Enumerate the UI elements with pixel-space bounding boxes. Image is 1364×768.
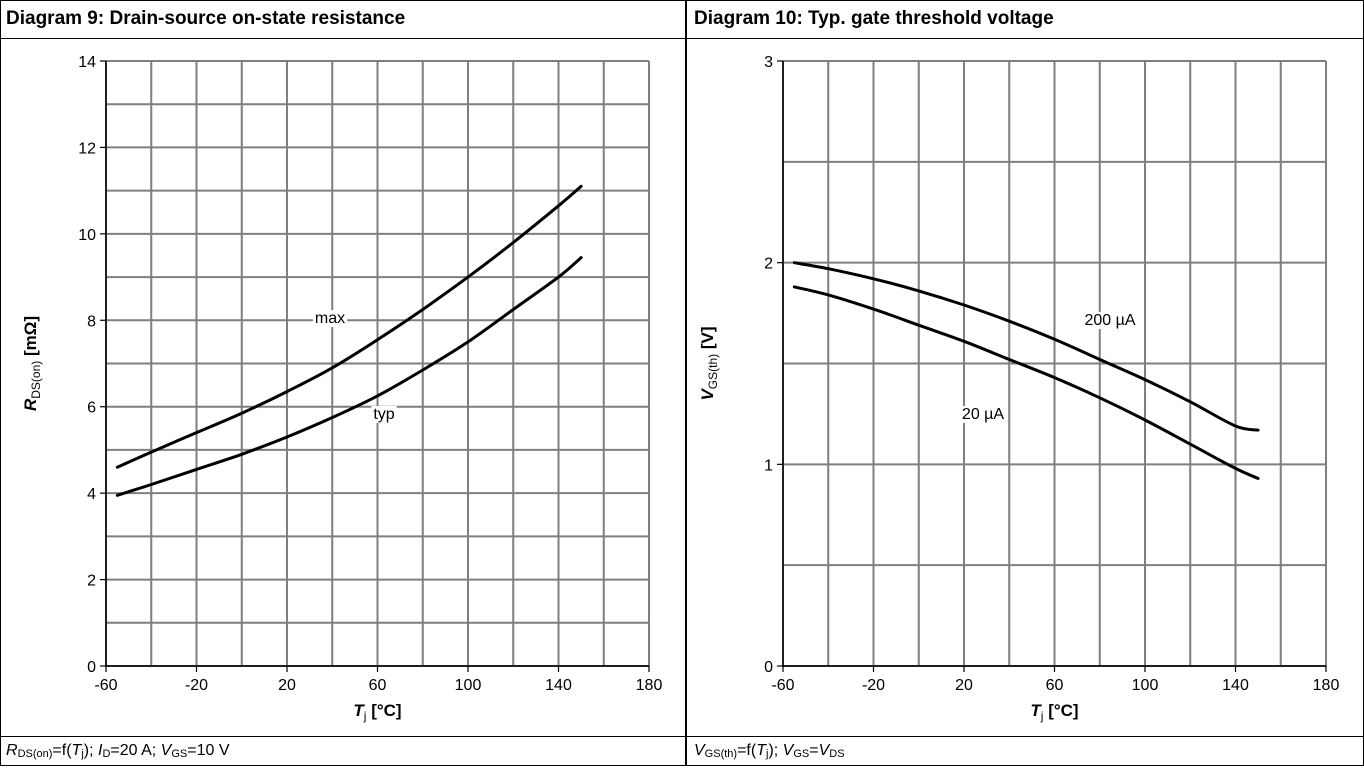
- y-tick-label: 3: [764, 54, 773, 71]
- y-axis-label: VGS(th) [V]: [698, 326, 720, 400]
- x-tick-label: 60: [369, 677, 387, 694]
- left-diagram-title: Diagram 9: Drain-source on-state resista…: [6, 8, 406, 29]
- left-diagram-caption: RDS(on)=f(Tj); ID=20 A; VGS=10 V: [6, 742, 230, 760]
- y-tick-label: 2: [764, 256, 773, 273]
- x-tick-label: 20: [955, 677, 973, 694]
- x-tick-label: 140: [1222, 677, 1249, 694]
- series-line-1: [792, 261, 1260, 432]
- y-tick-label: 0: [87, 659, 96, 676]
- x-tick-label: 100: [455, 677, 482, 694]
- y-tick-label: 14: [78, 54, 96, 71]
- x-axis-label: Tj [°C]: [1030, 701, 1078, 723]
- right-diagram-title: Diagram 10: Typ. gate threshold voltage: [694, 8, 1054, 29]
- y-tick-label: 1: [764, 457, 773, 474]
- title-rule: [0, 38, 1364, 39]
- y-axis-label: RDS(on) [mΩ]: [21, 316, 43, 411]
- panel-divider: [685, 0, 687, 766]
- y-tick-label: 6: [87, 400, 96, 417]
- series-label-bg: [1082, 312, 1138, 329]
- x-tick-label: -60: [94, 677, 117, 694]
- y-tick-label: 0: [764, 659, 773, 676]
- x-tick-label: 100: [1132, 677, 1159, 694]
- series-label: max: [315, 310, 345, 327]
- series-label: 200 µA: [1084, 312, 1135, 329]
- x-tick-label: 180: [1313, 677, 1340, 694]
- x-tick-label: -20: [862, 677, 885, 694]
- series-label: typ: [373, 406, 394, 423]
- x-tick-label: 20: [278, 677, 296, 694]
- series-label-bg: [371, 406, 397, 423]
- x-tick-label: 180: [636, 677, 663, 694]
- x-tick-label: 60: [1046, 677, 1064, 694]
- x-axis-label: Tj [°C]: [353, 701, 401, 723]
- y-tick-label: 4: [87, 486, 96, 503]
- series-label: 20 µA: [962, 406, 1004, 423]
- series-label-bg: [312, 310, 348, 327]
- y-tick-label: 10: [78, 227, 96, 244]
- y-tick-label: 2: [87, 573, 96, 590]
- series-line-1: [115, 184, 583, 469]
- series-line-2: [792, 285, 1260, 480]
- y-tick-label: 8: [87, 313, 96, 330]
- y-tick-label: 12: [78, 140, 96, 157]
- chart-1: 0 2 4 6 8 10 12 14 -60 -20 20 60 100 140 180 Tj [°C] RDS…: [21, 54, 662, 723]
- x-tick-label: 140: [545, 677, 572, 694]
- caption-rule: [0, 736, 1364, 737]
- right-diagram-caption: VGS(th)=f(Tj); VGS=VDS: [694, 742, 845, 760]
- series-label-bg: [959, 406, 1007, 423]
- series-line-2: [115, 256, 583, 497]
- chart-2: 0 1 2 3 -60 -20 20 60 100 140 180 Tj [°C] VGS(th) [V…: [698, 54, 1339, 723]
- x-tick-label: -60: [771, 677, 794, 694]
- x-tick-label: -20: [185, 677, 208, 694]
